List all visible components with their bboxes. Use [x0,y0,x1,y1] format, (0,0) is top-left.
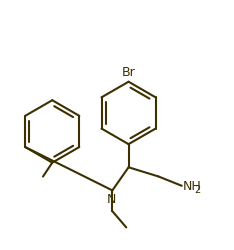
Text: N: N [106,192,116,205]
Text: Br: Br [122,66,135,79]
Text: 2: 2 [194,184,201,194]
Text: NH: NH [183,180,202,192]
